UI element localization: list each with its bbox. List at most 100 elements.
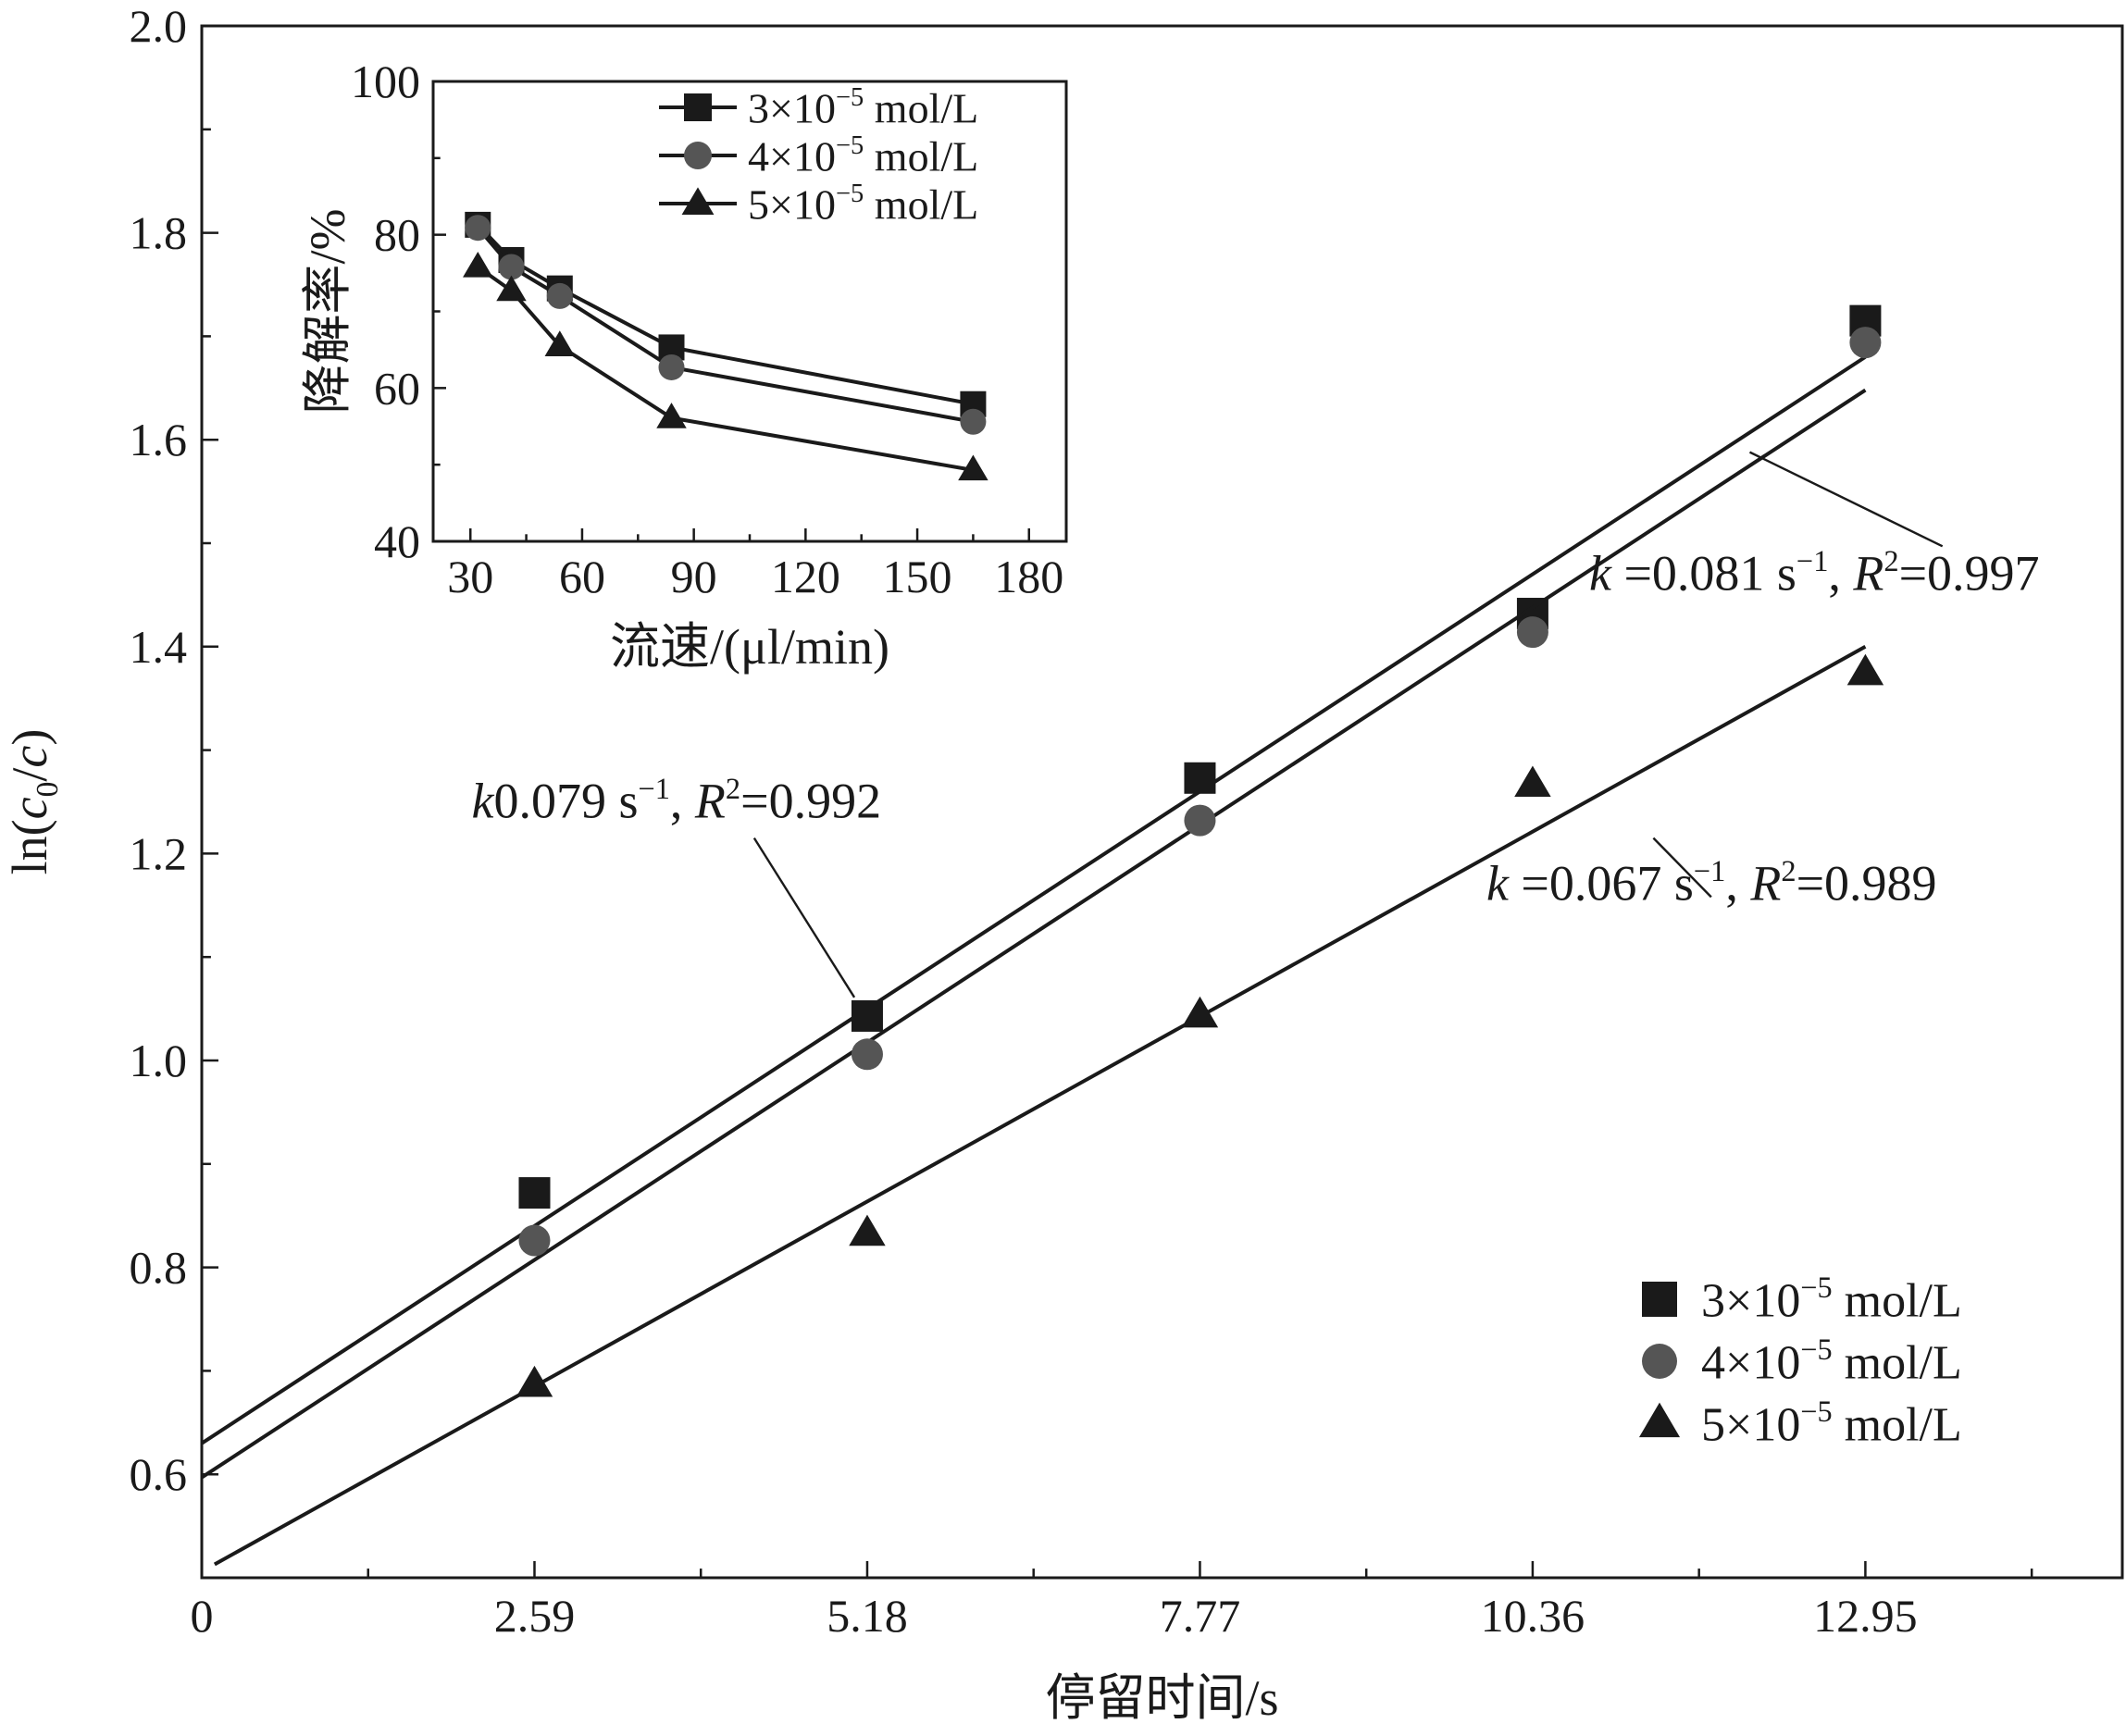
inset-y-tick-label: 40 xyxy=(374,515,420,567)
main-legend-label-3: 5×10−5 mol/L xyxy=(1701,1395,1962,1452)
main-point-series-3 xyxy=(1181,996,1219,1028)
annotation-leader-line xyxy=(1652,837,1712,899)
annotation-r: R xyxy=(1852,545,1884,601)
inset-y-tick-label: 60 xyxy=(374,362,420,414)
main-x-tick-label: 2.59 xyxy=(494,1590,576,1642)
inset-legend-marker-1 xyxy=(684,93,712,121)
main-x-tick-label: 0 xyxy=(191,1590,214,1642)
fit-annotation: k =0.067 s−1, R2=0.989 xyxy=(1486,855,1937,911)
inset-x-tick-label: 30 xyxy=(447,551,493,602)
main-point-series-3 xyxy=(1846,653,1884,686)
main-legend: 3×10−5 mol/L4×10−5 mol/L5×10−5 mol/L xyxy=(1638,1271,1962,1452)
legend-label-exponent: −5 xyxy=(836,180,864,208)
main-x-tick-label: 7.77 xyxy=(1160,1590,1241,1642)
main-point-series-2 xyxy=(518,1224,551,1257)
inset-y-tick-label: 100 xyxy=(351,56,420,107)
main-point-series-3 xyxy=(1514,765,1551,798)
main-y-tick-label: 1.0 xyxy=(130,1035,188,1086)
y-label-part: c xyxy=(2,746,57,768)
annotation-leader-line xyxy=(752,837,856,998)
main-y-tick-label: 1.8 xyxy=(130,207,188,259)
annotation-separator: , xyxy=(1725,856,1750,911)
legend-label-exponent: −5 xyxy=(1800,1333,1832,1366)
annotation-r-exponent: 2 xyxy=(1781,855,1796,888)
inset-legend-marker-3 xyxy=(681,187,715,215)
annotation-r-exponent: 2 xyxy=(1884,545,1898,578)
inset-point-series-3 xyxy=(656,403,687,428)
inset-y-axis-label: 降解率/% xyxy=(300,209,355,415)
inset-legend-label-1: 3×10−5 mol/L xyxy=(748,83,978,131)
annotation-separator: , xyxy=(670,773,695,828)
inset-point-series-3 xyxy=(544,330,576,356)
inset-x-tick-label: 120 xyxy=(771,551,840,602)
main-point-series-1 xyxy=(1184,762,1216,794)
main-fit-line-series-3 xyxy=(213,645,1867,1567)
inset-x-tick-label: 180 xyxy=(994,551,1063,602)
annotation-k-exponent: −1 xyxy=(638,773,669,806)
main-legend-label-2: 4×10−5 mol/L xyxy=(1701,1333,1962,1390)
main-point-series-3 xyxy=(516,1365,553,1397)
annotation-k: k xyxy=(1486,856,1510,911)
annotation-r: R xyxy=(694,773,726,828)
main-x-tick-label: 5.18 xyxy=(827,1590,908,1642)
legend-label-exponent: −5 xyxy=(836,83,864,112)
annotation-r: R xyxy=(1749,856,1781,911)
inset-x-tick-label: 150 xyxy=(883,551,952,602)
inset-series-2 xyxy=(465,215,987,435)
inset-x-tick-label: 90 xyxy=(671,551,717,602)
main-y-tick-label: 0.6 xyxy=(130,1448,188,1500)
inset-legend: 3×10−5 mol/L4×10−5 mol/L5×10−5 mol/L xyxy=(659,83,978,229)
legend-label-unit: mol/L xyxy=(1833,1275,1962,1328)
annotation-k-value: =0.081 s xyxy=(1611,545,1797,601)
annotation-r-value: =0.992 xyxy=(740,773,881,828)
inset-series-1 xyxy=(465,211,987,417)
inset-point-series-2 xyxy=(498,254,525,280)
inset-legend-label-2: 4×10−5 mol/L xyxy=(748,131,978,180)
y-label-subscript: 0 xyxy=(31,782,65,798)
legend-label-exponent: −5 xyxy=(1800,1271,1832,1304)
main-y-tick-label: 1.2 xyxy=(130,827,188,879)
annotation-k: k xyxy=(1589,545,1612,601)
main-point-series-2 xyxy=(1516,616,1548,649)
main-point-series-3 xyxy=(849,1214,886,1246)
main-series-2 xyxy=(200,327,1882,1480)
fit-annotation: k0.079 s−1, R2=0.992 xyxy=(471,773,881,829)
main-y-tick-label: 1.4 xyxy=(130,621,188,673)
main-y-tick-label: 0.8 xyxy=(130,1242,188,1294)
legend-label-coefficient: 3×10 xyxy=(748,85,836,132)
main-plot-frame xyxy=(200,24,2124,1580)
y-label-part: ) xyxy=(2,729,57,746)
inset-point-series-3 xyxy=(958,454,988,481)
main-point-series-2 xyxy=(851,1038,883,1071)
legend-label-unit: mol/L xyxy=(864,85,978,132)
annotation-k-value: 0.079 s xyxy=(493,773,638,828)
main-x-tick-label: 10.36 xyxy=(1481,1590,1585,1642)
main-fit-line-series-1 xyxy=(200,355,1867,1445)
inset-x-axis-label: 流速/(μl/min) xyxy=(610,619,889,675)
main-x-axis-label: 停留时间/s xyxy=(1045,1670,1278,1726)
legend-label-coefficient: 5×10 xyxy=(1701,1399,1800,1452)
inset-point-series-2 xyxy=(546,282,573,309)
annotation-leader-line xyxy=(1748,451,1944,548)
main-y-axis-label: ln(c0/c) xyxy=(2,729,65,875)
legend-label-exponent: −5 xyxy=(836,131,864,160)
inset-point-series-2 xyxy=(658,353,685,380)
legend-label-unit: mol/L xyxy=(864,133,978,180)
main-legend-marker-1 xyxy=(1642,1282,1677,1317)
main-point-series-1 xyxy=(518,1177,551,1209)
annotation-k-exponent: −1 xyxy=(1694,855,1725,888)
annotation-k-exponent: −1 xyxy=(1797,545,1828,578)
y-label-part: ln( xyxy=(2,819,57,874)
legend-label-unit: mol/L xyxy=(1833,1337,1962,1390)
y-label-part: / xyxy=(2,768,57,782)
main-fit-line-series-2 xyxy=(200,388,1867,1480)
main-x-tick-label: 12.95 xyxy=(1813,1590,1918,1642)
main-y-tick-label: 2.0 xyxy=(130,0,188,52)
main-legend-marker-2 xyxy=(1642,1344,1677,1379)
main-legend-marker-3 xyxy=(1638,1402,1681,1438)
main-legend-label-1: 3×10−5 mol/L xyxy=(1701,1271,1962,1328)
main-series-3 xyxy=(213,645,1884,1567)
inset-x-tick-label: 60 xyxy=(559,551,605,602)
